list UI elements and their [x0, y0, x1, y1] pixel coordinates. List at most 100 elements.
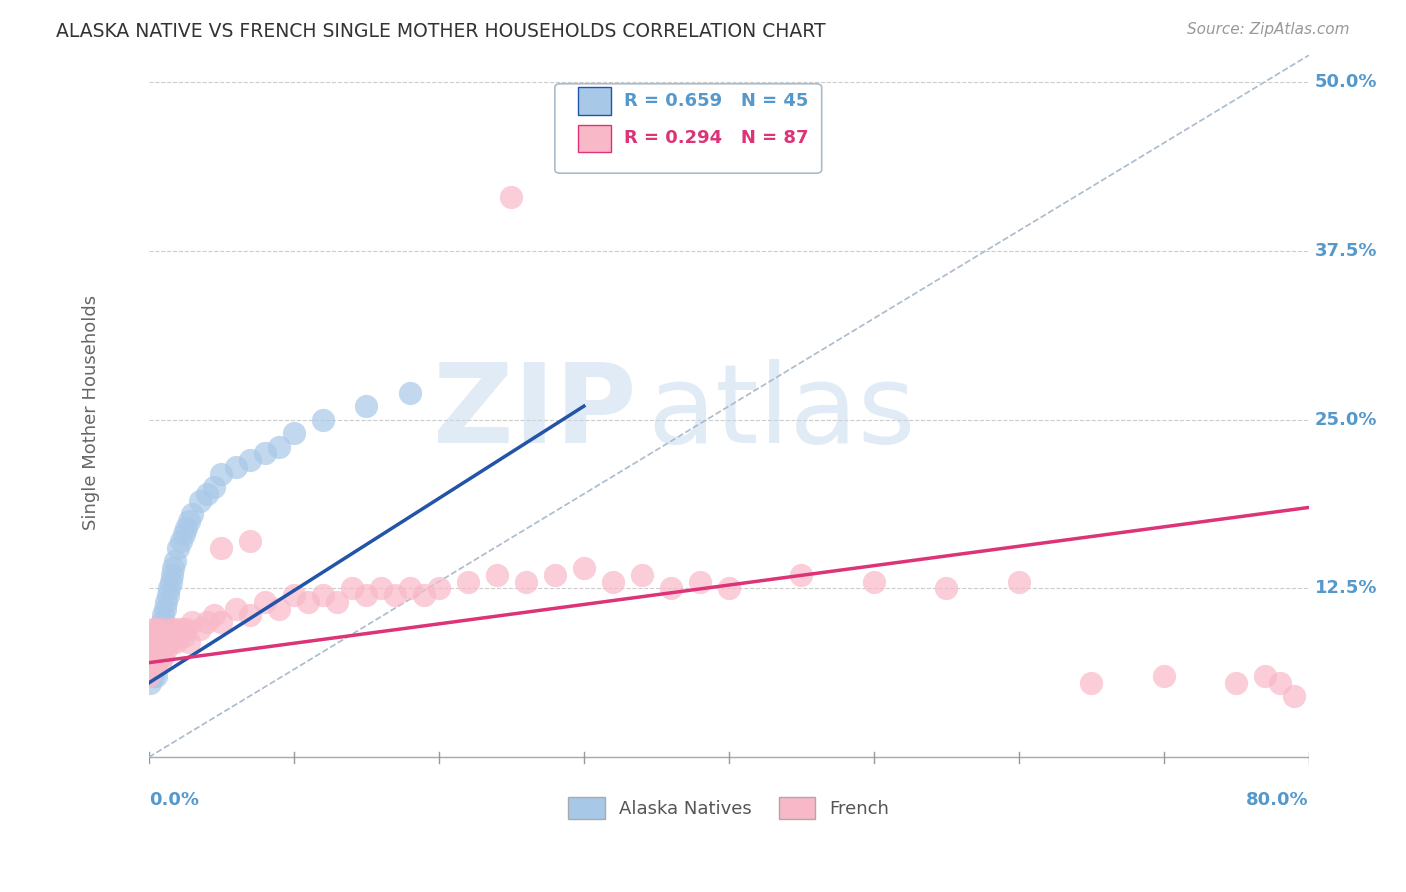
Point [179, 514, 201, 528]
Point [159, 574, 181, 589]
Point [935, 582, 957, 596]
Point [170, 534, 193, 549]
Point [176, 622, 198, 636]
Point [602, 574, 624, 589]
Point [148, 635, 170, 649]
Point [150, 622, 173, 636]
Text: Source: ZipAtlas.com: Source: ZipAtlas.com [1187, 22, 1350, 37]
Point [209, 467, 232, 481]
Point [179, 635, 201, 649]
Point [356, 588, 378, 602]
Point [138, 648, 160, 663]
Point [156, 635, 179, 649]
Point [165, 635, 187, 649]
Point [145, 656, 167, 670]
Point [162, 629, 184, 643]
Point [145, 669, 167, 683]
Point [340, 582, 363, 596]
Point [156, 588, 179, 602]
Point [142, 635, 165, 649]
Text: 0.0%: 0.0% [149, 791, 198, 809]
Point [152, 608, 174, 623]
Legend: Alaska Natives, French: Alaska Natives, French [561, 789, 897, 826]
Point [153, 601, 176, 615]
Point [139, 635, 162, 649]
Point [150, 615, 173, 630]
Point [166, 629, 188, 643]
Point [1225, 676, 1247, 690]
Point [150, 629, 173, 643]
Point [384, 588, 406, 602]
Point [139, 642, 162, 657]
Point [209, 541, 232, 555]
Point [209, 615, 232, 630]
Point [142, 648, 165, 663]
Point [141, 662, 163, 676]
Point [143, 648, 166, 663]
Point [170, 622, 193, 636]
Point [153, 629, 176, 643]
Point [148, 648, 170, 663]
Point [202, 608, 225, 623]
Point [195, 487, 218, 501]
Text: atlas: atlas [648, 359, 917, 467]
Point [159, 622, 181, 636]
Point [312, 412, 335, 426]
Point [173, 527, 195, 541]
Point [283, 426, 305, 441]
Point [398, 385, 420, 400]
Point [1284, 690, 1306, 704]
Text: 25.0%: 25.0% [1315, 410, 1378, 429]
Point [176, 521, 198, 535]
Point [162, 561, 184, 575]
Point [269, 440, 291, 454]
Point [157, 582, 180, 596]
Text: 80.0%: 80.0% [1246, 791, 1309, 809]
Point [485, 568, 508, 582]
Point [160, 635, 183, 649]
Point [717, 582, 740, 596]
FancyBboxPatch shape [578, 125, 610, 152]
Point [142, 656, 165, 670]
Point [141, 629, 163, 643]
Point [457, 574, 479, 589]
Point [188, 622, 211, 636]
Point [143, 629, 166, 643]
Point [149, 656, 172, 670]
Point [160, 568, 183, 582]
Point [631, 568, 654, 582]
Point [269, 601, 291, 615]
Point [148, 642, 170, 657]
Point [146, 648, 169, 663]
Point [142, 669, 165, 683]
Text: 37.5%: 37.5% [1315, 242, 1378, 260]
Text: R = 0.294   N = 87: R = 0.294 N = 87 [624, 129, 808, 147]
Point [145, 642, 167, 657]
FancyBboxPatch shape [555, 84, 821, 173]
Point [157, 629, 180, 643]
Text: 12.5%: 12.5% [1315, 580, 1378, 598]
Point [398, 582, 420, 596]
Point [141, 656, 163, 670]
Point [152, 635, 174, 649]
Point [139, 676, 162, 690]
Point [239, 608, 262, 623]
Point [413, 588, 436, 602]
Text: R = 0.659   N = 45: R = 0.659 N = 45 [624, 92, 808, 110]
Point [143, 642, 166, 657]
Point [148, 629, 170, 643]
Point [152, 622, 174, 636]
Point [253, 446, 276, 460]
Point [297, 595, 319, 609]
Point [1008, 574, 1031, 589]
Point [143, 662, 166, 676]
Point [152, 648, 174, 663]
Point [149, 622, 172, 636]
Point [145, 635, 167, 649]
Point [1080, 676, 1102, 690]
Point [427, 582, 450, 596]
Point [150, 642, 173, 657]
Point [155, 595, 177, 609]
Point [163, 622, 186, 636]
Point [139, 662, 162, 676]
